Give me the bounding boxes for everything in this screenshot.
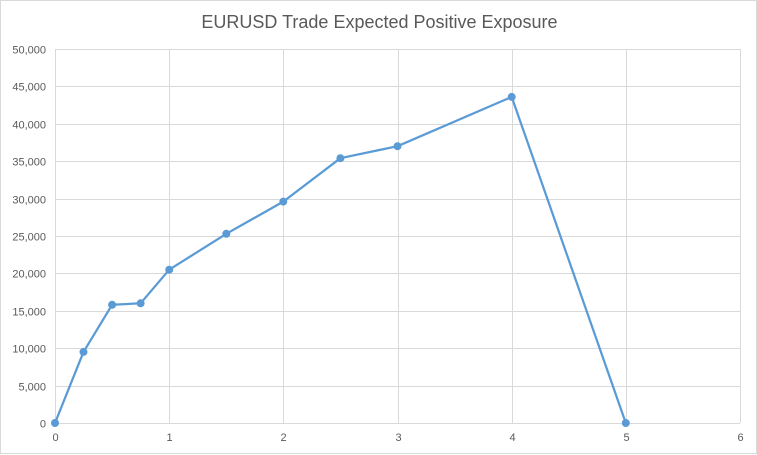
- y-tick-label: 50,000: [12, 45, 46, 57]
- series-layer: [51, 92, 630, 427]
- data-point: [165, 265, 174, 274]
- y-tick-label: 40,000: [12, 120, 46, 132]
- axis-labels: 0 5,000 10,000 15,000 20,000 25,000 30,000 35,0…: [12, 45, 743, 445]
- y-tick-label: 0: [40, 419, 46, 431]
- data-point: [222, 229, 231, 238]
- x-tick-label: 5: [623, 432, 629, 444]
- x-tick-label: 0: [52, 432, 58, 444]
- data-point: [393, 142, 402, 151]
- y-tick-label: 15,000: [12, 307, 46, 319]
- x-tick-label: 2: [280, 432, 286, 444]
- x-tick-label: 6: [737, 432, 743, 444]
- data-point: [279, 197, 288, 206]
- y-tick-label: 25,000: [12, 232, 46, 244]
- data-point: [621, 419, 630, 427]
- data-point: [79, 347, 88, 356]
- x-tick-label: 3: [395, 432, 401, 444]
- data-point: [136, 299, 145, 308]
- series-line: [53, 95, 627, 424]
- y-tick-label: 45,000: [12, 82, 46, 94]
- x-tick-label: 4: [509, 432, 515, 444]
- data-point: [507, 92, 516, 101]
- y-tick-label: 30,000: [12, 195, 46, 207]
- chart-title: EURUSD Trade Expected Positive Exposure: [201, 12, 558, 32]
- y-tick-label: 10,000: [12, 344, 46, 356]
- data-point: [336, 154, 345, 163]
- grid-layer: [55, 49, 741, 424]
- data-point: [108, 300, 117, 309]
- data-point: [51, 419, 59, 427]
- y-tick-label: 20,000: [12, 269, 46, 281]
- y-tick-label: 5,000: [18, 382, 46, 394]
- x-tick-label: 1: [166, 432, 172, 444]
- y-tick-label: 35,000: [12, 157, 46, 169]
